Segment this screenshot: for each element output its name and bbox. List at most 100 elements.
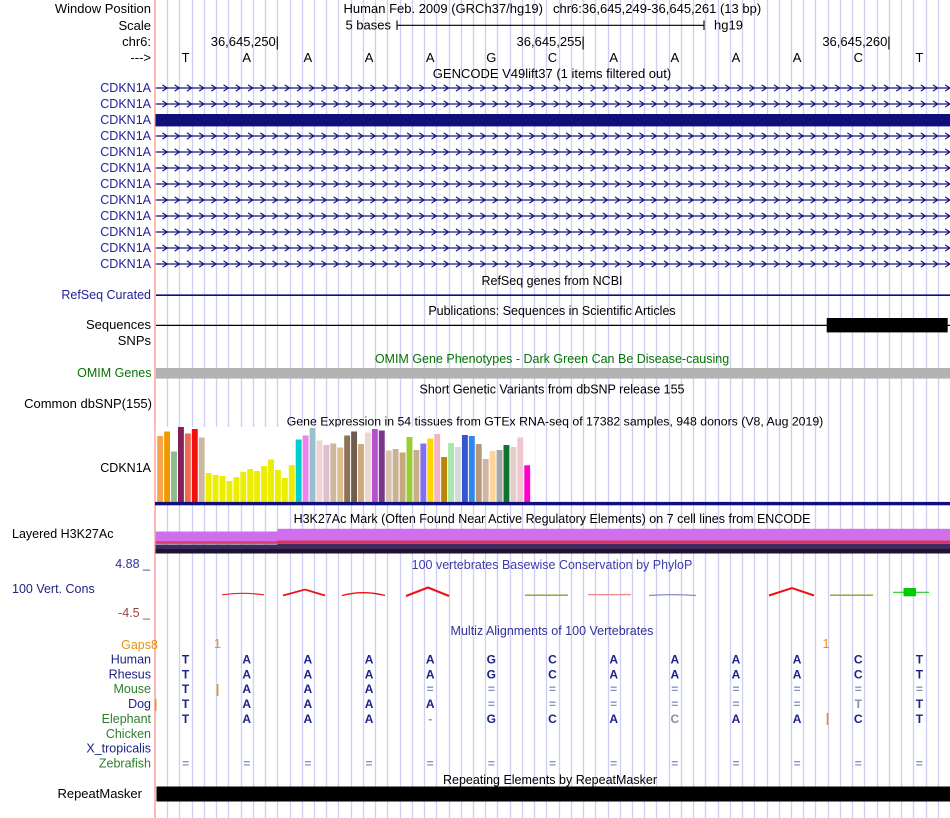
svg-text:=: = xyxy=(732,697,739,711)
svg-text:=: = xyxy=(243,757,250,771)
svg-text:A: A xyxy=(732,50,741,65)
svg-text:A: A xyxy=(365,682,374,696)
svg-text:C: C xyxy=(854,667,863,681)
svg-text:36,645,250: 36,645,250 xyxy=(211,34,276,49)
svg-text:C: C xyxy=(548,50,557,65)
svg-text:--->: ---> xyxy=(130,50,151,65)
svg-text:A: A xyxy=(670,667,679,681)
svg-text:CDKN1A: CDKN1A xyxy=(100,145,151,159)
svg-text:5 bases: 5 bases xyxy=(345,18,391,33)
svg-text:T: T xyxy=(182,697,190,711)
svg-text:Human Feb. 2009 (GRCh37/hg19): Human Feb. 2009 (GRCh37/hg19) xyxy=(344,1,543,16)
svg-text:=: = xyxy=(549,682,556,696)
svg-text:Elephant: Elephant xyxy=(102,712,152,726)
svg-text:Short Genetic Variants from db: Short Genetic Variants from dbSNP releas… xyxy=(420,383,685,397)
svg-text:X_tropicalis: X_tropicalis xyxy=(86,742,151,756)
svg-text:C: C xyxy=(670,712,679,726)
svg-text:Common dbSNP(155): Common dbSNP(155) xyxy=(24,396,152,411)
svg-text:G: G xyxy=(487,667,496,681)
svg-text:Publications: Sequences in Sci: Publications: Sequences in Scientific Ar… xyxy=(428,304,675,318)
svg-text:=: = xyxy=(855,682,862,696)
svg-text:CDKN1A: CDKN1A xyxy=(100,113,151,127)
svg-text:=: = xyxy=(488,682,495,696)
svg-text:A: A xyxy=(365,653,374,667)
svg-text:=: = xyxy=(549,757,556,771)
svg-text:-: - xyxy=(428,712,432,726)
svg-text:C: C xyxy=(854,50,863,65)
svg-text:CDKN1A: CDKN1A xyxy=(100,81,151,95)
svg-text:T: T xyxy=(855,697,863,711)
svg-text:A: A xyxy=(609,667,618,681)
svg-text:A: A xyxy=(670,653,679,667)
svg-text:A: A xyxy=(670,50,679,65)
svg-text:Repeating Elements by RepeatMa: Repeating Elements by RepeatMasker xyxy=(443,773,657,787)
svg-text:Layered H3K27Ac: Layered H3K27Ac xyxy=(12,527,113,541)
svg-text:A: A xyxy=(304,50,313,65)
svg-text:100 vertebrates Basewise Conse: 100 vertebrates Basewise Conservation by… xyxy=(412,558,693,572)
svg-text:=: = xyxy=(794,757,801,771)
svg-text:RefSeq Curated: RefSeq Curated xyxy=(61,288,151,302)
svg-text:Window Position: Window Position xyxy=(55,1,151,16)
svg-text:C: C xyxy=(548,653,557,667)
svg-text:=: = xyxy=(610,697,617,711)
svg-text:-4.5 _: -4.5 _ xyxy=(118,606,151,620)
svg-text:A: A xyxy=(365,667,374,681)
svg-text:=: = xyxy=(732,682,739,696)
svg-text:Gaps: Gaps xyxy=(121,638,151,652)
svg-text:=: = xyxy=(182,757,189,771)
svg-text:A: A xyxy=(365,697,374,711)
svg-text:A: A xyxy=(242,653,251,667)
svg-text:Dog: Dog xyxy=(128,697,151,711)
svg-text:A: A xyxy=(426,667,435,681)
svg-text:=: = xyxy=(549,697,556,711)
svg-text:GENCODE V49lift37 (1 items fil: GENCODE V49lift37 (1 items filtered out) xyxy=(433,66,671,81)
svg-text:Human: Human xyxy=(111,653,151,667)
svg-text:=: = xyxy=(427,682,434,696)
svg-text:C: C xyxy=(548,667,557,681)
svg-text:T: T xyxy=(182,682,190,696)
svg-text:A: A xyxy=(242,50,251,65)
svg-text:=: = xyxy=(366,757,373,771)
svg-text:A: A xyxy=(304,712,313,726)
svg-text:Multiz Alignments of 100 Verte: Multiz Alignments of 100 Vertebrates xyxy=(451,624,654,638)
svg-text:chr6:: chr6: xyxy=(122,34,151,49)
svg-text:T: T xyxy=(916,697,924,711)
svg-text:=: = xyxy=(304,757,311,771)
svg-text:OMIM Genes: OMIM Genes xyxy=(77,366,151,380)
svg-text:CDKN1A: CDKN1A xyxy=(100,209,151,223)
svg-text:=: = xyxy=(794,682,801,696)
svg-text:Zebrafish: Zebrafish xyxy=(99,757,151,771)
svg-text:=: = xyxy=(855,757,862,771)
svg-text:chr6:36,645,249-36,645,261 (13: chr6:36,645,249-36,645,261 (13 bp) xyxy=(553,1,761,16)
svg-text:A: A xyxy=(304,667,313,681)
svg-text:CDKN1A: CDKN1A xyxy=(100,193,151,207)
svg-text:=: = xyxy=(732,757,739,771)
svg-text:G: G xyxy=(486,50,496,65)
svg-text:4.88 _: 4.88 _ xyxy=(115,557,151,571)
svg-text:=: = xyxy=(427,757,434,771)
svg-text:=: = xyxy=(488,757,495,771)
svg-text:Mouse: Mouse xyxy=(113,682,151,696)
svg-text:=: = xyxy=(610,757,617,771)
svg-text:A: A xyxy=(304,697,313,711)
svg-text:T: T xyxy=(182,50,190,65)
svg-text:H3K27Ac Mark (Often Found Near: H3K27Ac Mark (Often Found Near Active Re… xyxy=(294,512,811,526)
svg-text:T: T xyxy=(182,712,190,726)
svg-text:=: = xyxy=(610,682,617,696)
svg-text:A: A xyxy=(242,712,251,726)
svg-text:T: T xyxy=(916,653,924,667)
svg-text:RepeatMasker: RepeatMasker xyxy=(57,786,142,801)
svg-text:A: A xyxy=(242,697,251,711)
svg-text:A: A xyxy=(732,667,741,681)
svg-text:=: = xyxy=(671,757,678,771)
svg-text:RefSeq genes from NCBI: RefSeq genes from NCBI xyxy=(481,274,622,288)
svg-text:A: A xyxy=(732,653,741,667)
svg-text:T: T xyxy=(182,667,190,681)
svg-text:A: A xyxy=(365,712,374,726)
svg-text:OMIM Gene Phenotypes - Dark Gr: OMIM Gene Phenotypes - Dark Green Can Be… xyxy=(375,352,729,366)
svg-text:=: = xyxy=(671,697,678,711)
svg-text:A: A xyxy=(609,653,618,667)
svg-text:C: C xyxy=(854,712,863,726)
svg-text:CDKN1A: CDKN1A xyxy=(100,97,151,111)
svg-text:CDKN1A: CDKN1A xyxy=(100,177,151,191)
